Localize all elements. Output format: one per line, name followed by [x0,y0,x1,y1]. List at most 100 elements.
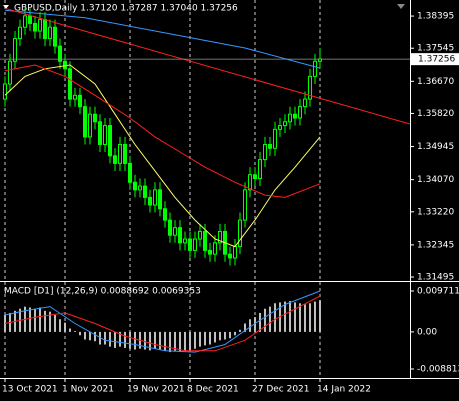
histogram-bar [189,331,191,352]
histogram-bar [184,331,186,351]
candle-body [173,227,177,236]
histogram-bar [224,331,226,340]
candle-body [218,230,222,244]
histogram-bar [214,331,216,343]
shift-marker [397,4,405,9]
candle-body [178,227,182,244]
y-tick-label: 1.36670 [417,77,454,87]
histogram-bar [284,301,286,332]
histogram-bar [219,331,221,341]
x-tick-label: 27 Dec 2021 [252,385,310,395]
candle-body [278,125,282,130]
candle-body [258,159,262,180]
candle-body [93,113,97,123]
y-tick-label: -0.008813 [417,365,459,375]
candle-body [28,15,32,24]
indicator-line [4,7,410,125]
candle-body [123,143,127,164]
histogram-bar [289,301,291,332]
histogram-bar [39,307,41,332]
histogram-bar [249,319,251,332]
chart-title: GBPUSD,Daily 1.37120 1.37287 1.37040 1.3… [14,4,238,14]
histogram-bar [309,303,311,332]
candle-body [43,19,47,40]
histogram-bar [269,306,271,332]
histogram-bar [239,329,241,332]
histogram-bar [129,331,131,349]
candle-body [273,128,277,149]
candle-body [153,189,157,206]
histogram-bar [104,331,106,345]
histogram-bar [134,331,136,350]
candle-body [288,113,292,123]
candle-body [48,26,52,40]
histogram-bar [59,319,61,332]
y-tick-label: 1.38395 [417,12,454,22]
histogram-bar [49,311,51,332]
indicator-line [4,295,321,352]
histogram-bar [34,308,36,332]
histogram-bar [64,322,66,332]
candle-body [298,106,302,119]
histogram-bar [274,303,276,332]
last-price-box [411,53,459,66]
histogram-bar [54,315,56,332]
histogram-bar [149,331,151,351]
candle-body [203,230,207,251]
histogram-bar [144,331,146,350]
histogram-bar [314,301,316,332]
candle-body [68,68,72,100]
candle-body [188,238,192,251]
candle-body [23,15,27,28]
candle-body [243,189,247,221]
histogram-bar [154,331,156,349]
histogram-bar [259,312,261,332]
candle-body [208,249,212,255]
candle-body [283,121,287,127]
candle-body [73,94,77,100]
candle-body [193,238,197,251]
histogram-bar [194,331,196,349]
y-tick-label: 1.31495 [417,273,454,283]
candle-body [263,143,267,161]
histogram-bar [164,331,166,351]
candle-body [253,174,257,180]
histogram-bar [174,331,176,351]
candle-body [38,19,42,32]
candle-body [238,219,242,248]
candle-body [158,189,162,210]
candle-body [133,181,137,191]
histogram-bar [44,310,46,332]
candle-body [118,143,122,164]
histogram-bar [29,307,31,332]
histogram-bar [304,304,306,332]
candle-body [13,38,17,62]
candle-body [63,60,67,70]
histogram-bar [234,331,236,336]
indicator-line [4,64,321,198]
y-tick-label: 0.00 [417,327,437,337]
candle-body [198,230,202,240]
y-tick-label: 1.37545 [417,44,454,54]
x-tick-label: 1 Nov 2021 [62,385,114,395]
candle-body [128,162,132,183]
histogram-bar [319,300,321,332]
candle-body [58,45,62,62]
candle-body [18,26,22,40]
histogram-bar [69,328,71,332]
candle-body [8,60,12,85]
indicator-line [4,64,321,248]
candle-body [78,94,82,108]
histogram-bar [229,331,231,339]
histogram-bar [169,331,171,353]
candle-body [293,113,297,119]
candle-body [313,60,317,77]
candle-body [53,26,57,47]
histogram-bar [199,331,201,347]
candle-body [33,22,37,32]
histogram-bar [109,331,111,347]
histogram-bar [254,317,256,332]
histogram-bar [114,331,116,348]
x-tick-label: 14 Jan 2022 [317,385,371,395]
y-tick-label: 1.34070 [417,175,454,185]
